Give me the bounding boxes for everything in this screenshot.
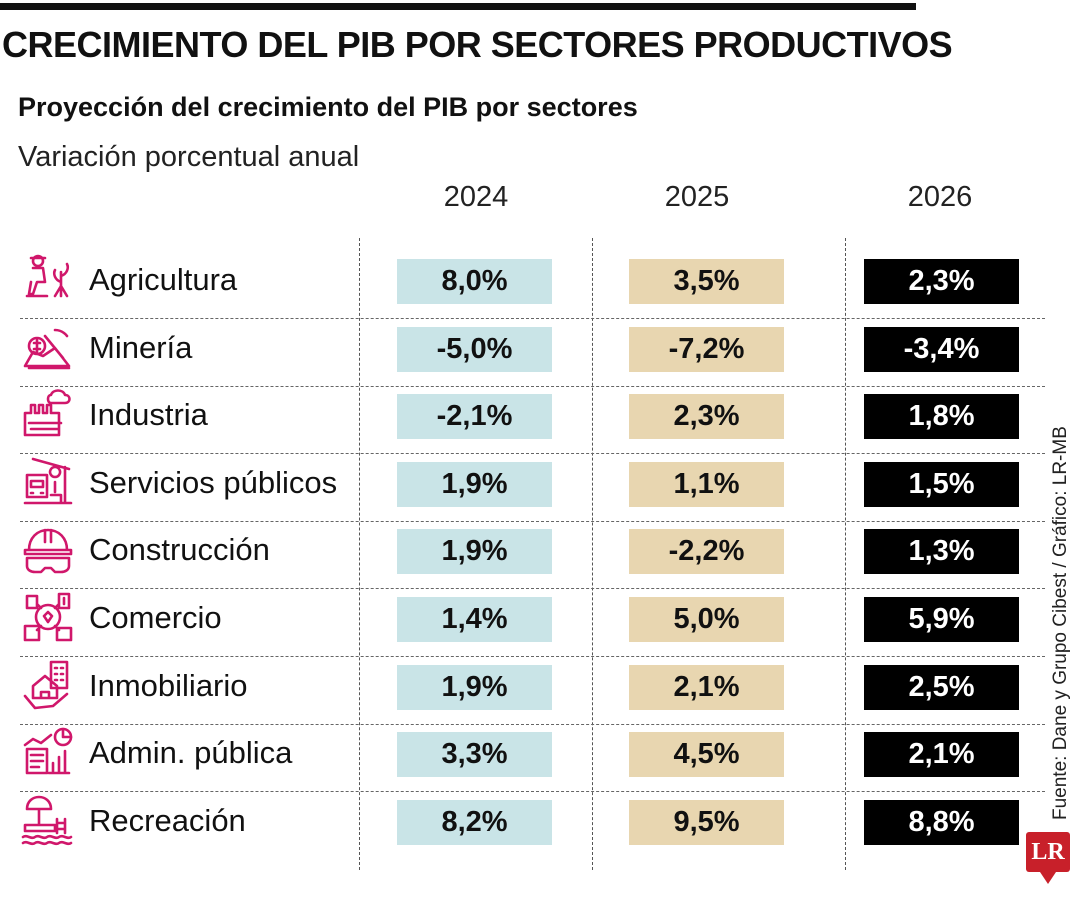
value-cell-2026: 1,5%: [864, 461, 1019, 507]
sector-label: Recreación: [89, 802, 246, 838]
value-cell-2025: 4,5%: [629, 732, 784, 778]
factory-icon: [21, 387, 75, 441]
public-services-station-icon: [21, 455, 75, 509]
commerce-network-icon: [21, 590, 75, 644]
value-cell-2024: 8,0%: [397, 259, 552, 304]
value-cell-2024: 3,3%: [397, 732, 552, 778]
lr-logo: LR: [1026, 832, 1070, 872]
value-cell-2026: 8,8%: [864, 799, 1019, 845]
value-cell-2026: 5,9%: [864, 597, 1019, 642]
value-cell-2025: 1,1%: [629, 461, 784, 507]
row-divider: [20, 385, 1045, 387]
lr-logo-tail: [1040, 872, 1056, 884]
sector-label: Minería: [89, 329, 193, 365]
value-cell-2025: 2,3%: [629, 394, 784, 440]
unit-label: Variación porcentual anual: [18, 141, 360, 173]
row-divider: [20, 318, 1045, 319]
column-divider: [359, 238, 360, 870]
column-divider: [845, 238, 846, 870]
row-divider: [20, 723, 1045, 725]
value-cell-2026: 1,3%: [864, 529, 1019, 575]
column-header-2025: 2025: [664, 181, 730, 213]
value-cell-2024: 1,4%: [397, 597, 552, 642]
value-cell-2024: 8,2%: [397, 799, 552, 845]
value-cell-2025: 5,0%: [629, 597, 784, 642]
value-cell-2026: 1,8%: [864, 394, 1019, 440]
value-cell-2025: 3,5%: [629, 259, 784, 304]
value-cell-2025: -2,2%: [629, 529, 784, 575]
hard-hat-goggles-icon: [21, 522, 75, 576]
value-cell-2024: 1,9%: [397, 529, 552, 575]
mining-pickaxe-icon: [21, 320, 75, 374]
value-cell-2024: -2,1%: [397, 394, 552, 440]
farmer-plant-icon: [21, 252, 75, 306]
admin-report-chart-icon: [21, 725, 75, 779]
beach-umbrella-pool-icon: [21, 793, 75, 847]
row-divider: [20, 588, 1045, 590]
column-header-2026: 2026: [907, 181, 973, 213]
value-cell-2024: 1,9%: [397, 461, 552, 507]
value-cell-2026: 2,3%: [864, 259, 1019, 304]
value-cell-2025: -7,2%: [629, 326, 784, 372]
sector-label: Inmobiliario: [89, 667, 248, 703]
sector-label: Construcción: [89, 532, 270, 568]
chart-title: CRECIMIENTO DEL PIB POR SECTORES PRODUCT…: [2, 24, 953, 65]
sector-label: Industria: [89, 397, 208, 433]
value-cell-2024: -5,0%: [397, 326, 552, 372]
row-divider: [20, 791, 1045, 793]
value-cell-2026: 2,1%: [864, 732, 1019, 778]
column-header-2024: 2024: [443, 181, 509, 213]
value-cell-2025: 2,1%: [629, 664, 784, 710]
value-cell-2024: 1,9%: [397, 664, 552, 710]
sector-label: Admin. pública: [89, 735, 293, 771]
column-divider: [592, 238, 593, 870]
value-cell-2026: -3,4%: [864, 326, 1019, 372]
row-divider: [20, 520, 1045, 522]
house-in-hand-icon: [21, 658, 75, 712]
source-credit: Fuente: Dane y Grupo Cibest / Gráfico: L…: [1050, 426, 1071, 820]
value-cell-2025: 9,5%: [629, 799, 784, 845]
row-divider: [20, 453, 1045, 455]
row-divider: [20, 656, 1045, 657]
value-cell-2026: 2,5%: [864, 664, 1019, 710]
sector-label: Agricultura: [89, 262, 238, 297]
sector-label: Servicios públicos: [89, 464, 338, 500]
sector-label: Comercio: [89, 600, 222, 635]
top-rule: [0, 3, 916, 10]
chart-subtitle: Proyección del crecimiento del PIB por s…: [18, 92, 638, 122]
